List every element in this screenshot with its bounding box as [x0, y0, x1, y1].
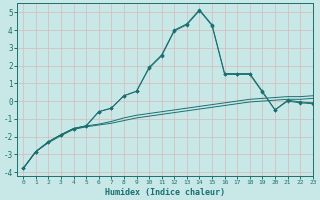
X-axis label: Humidex (Indice chaleur): Humidex (Indice chaleur) — [105, 188, 225, 197]
